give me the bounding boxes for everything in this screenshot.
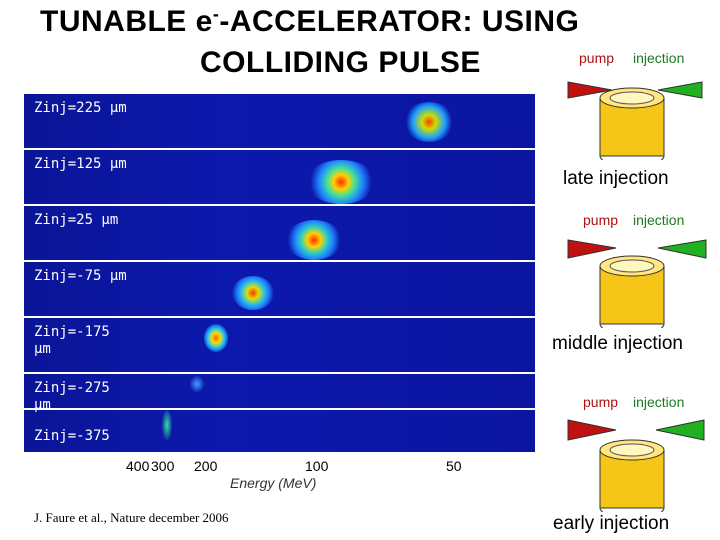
- axis-label: Energy (MeV): [230, 475, 317, 491]
- injection-arrow-icon: [657, 239, 707, 259]
- diagram-caption: early injection: [553, 513, 670, 534]
- slide-title-line1: TUNABLE e--ACCELERATOR: USING: [40, 4, 580, 38]
- pump-label: pump: [583, 394, 619, 410]
- spectrum-panel-3: Zinj=25 µm: [24, 206, 535, 262]
- spectrum-panel-1: Zinj=225 µm: [24, 94, 535, 150]
- tick-label: 100: [305, 458, 329, 474]
- electron-beam-spot: [232, 276, 274, 310]
- spectrum-panel-7: Zinj=-375: [24, 410, 535, 452]
- reference-citation: J. Faure et al., Nature december 2006: [34, 510, 229, 525]
- pump-arrow-icon: [567, 239, 617, 259]
- panel-label: Zinj=25 µm: [34, 212, 119, 228]
- panel-label: Zinj=225 µm: [34, 100, 127, 116]
- diagram-caption: middle injection: [552, 333, 683, 354]
- injection-arrow-icon: [657, 81, 703, 99]
- injection-label: injection: [633, 212, 685, 228]
- spectrum-panel-2: Zinj=125 µm: [24, 150, 535, 206]
- electron-beam-spot: [204, 324, 228, 352]
- electron-beam-spot: [190, 376, 204, 392]
- pump-arrow-icon: [567, 419, 617, 441]
- slide-title-line2: COLLIDING PULSE: [200, 46, 481, 79]
- pump-label: pump: [579, 50, 615, 66]
- nozzle-diagram: [567, 419, 705, 512]
- electron-beam-spot: [162, 410, 172, 440]
- spectrum-panel-4: Zinj=-75 µm: [24, 262, 535, 318]
- electron-beam-spot: [286, 220, 342, 260]
- injection-label: injection: [633, 394, 685, 410]
- nozzle-diagram: [567, 239, 707, 328]
- diagram-caption: late injection: [563, 168, 669, 189]
- nozzle-diagram: [567, 81, 703, 160]
- tick-label: 400: [126, 458, 150, 474]
- spectrum-panel-5: Zinj=-175 µm: [24, 318, 535, 374]
- panel-label: Zinj=-75 µm: [34, 268, 127, 284]
- tick-label: 200: [194, 458, 218, 474]
- electron-beam-spot: [404, 102, 454, 142]
- pump-label: pump: [583, 212, 619, 228]
- tick-label: 50: [446, 458, 462, 474]
- panel-label: Zinj=125 µm: [34, 156, 127, 172]
- injection-arrow-icon: [655, 419, 705, 441]
- panel-label: Zinj=-175 µm: [34, 324, 110, 357]
- panel-label: Zinj=-375: [34, 428, 110, 444]
- tick-label: 300: [151, 458, 175, 474]
- injection-label: injection: [633, 50, 685, 66]
- pump-arrow-icon: [567, 81, 613, 99]
- electron-beam-spot: [306, 160, 376, 204]
